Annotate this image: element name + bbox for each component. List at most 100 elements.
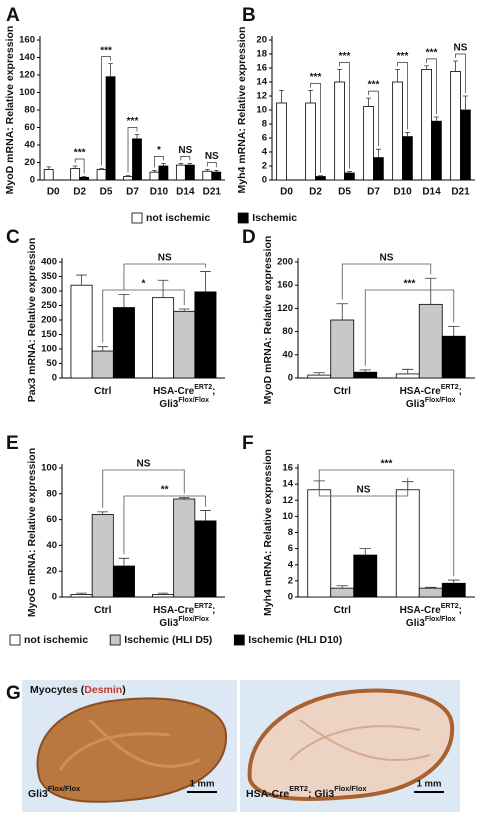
y-tick-label: 80 <box>24 105 35 116</box>
significance-bracket <box>127 127 138 173</box>
x-tick-label: Ctrl <box>94 386 111 397</box>
error-bar <box>97 346 109 352</box>
bar <box>450 71 461 181</box>
text-segment: HSA-Cre <box>153 386 195 397</box>
bar <box>418 587 443 598</box>
y-tick-label: 4 <box>288 559 294 570</box>
error-bar <box>46 166 51 170</box>
text-segment: ) <box>122 684 126 696</box>
text-segment: Flox/Flox <box>334 784 367 793</box>
comparison-label: NS <box>380 253 394 264</box>
text-segment: ; <box>212 605 215 616</box>
y-tick-label: 20 <box>46 566 57 577</box>
text-segment: Flox/Flox <box>425 616 456 623</box>
error-bar <box>404 132 410 137</box>
bar <box>79 176 90 181</box>
significance-bracket <box>397 62 408 130</box>
x-tick-label: D2 <box>309 187 322 198</box>
scale-label: 1 mm <box>417 779 442 790</box>
y-tick-label: 80 <box>46 488 57 499</box>
comparison-bracket <box>102 469 185 508</box>
error-bar <box>375 148 381 158</box>
text-segment: Flox/Flox <box>425 397 456 404</box>
legend-label: Ischemic (HLI D5) <box>124 634 212 646</box>
error-bar <box>157 592 169 595</box>
bar <box>353 554 378 598</box>
error-bar <box>424 65 430 70</box>
text-segment: Ctrl <box>94 386 111 397</box>
significance-label: NS <box>205 151 219 162</box>
error-bar <box>134 134 140 139</box>
y-tick-label: 20 <box>24 157 35 168</box>
bar <box>149 171 160 181</box>
error-bar <box>97 511 109 515</box>
x-tick-label: D5 <box>100 187 113 198</box>
error-bar <box>433 116 439 122</box>
bar <box>70 594 93 598</box>
bar <box>194 520 217 598</box>
significance-bracket <box>206 162 217 168</box>
y-tick-label: 160 <box>277 280 293 291</box>
error-bar <box>448 325 460 337</box>
bar <box>152 594 175 598</box>
y-tick-label: 200 <box>41 315 57 326</box>
bar <box>344 172 355 181</box>
y-tick-label: 10 <box>282 511 293 522</box>
y-axis-label: Myh4 mRNA: Relative expression <box>236 27 248 194</box>
significance-label: * <box>157 145 161 156</box>
bar <box>123 176 133 181</box>
error-bar <box>448 579 460 584</box>
text-segment: ERT2 <box>441 603 459 610</box>
legend-label: Ischemic <box>252 212 297 224</box>
y-tick-label: 0 <box>288 592 293 603</box>
y-tick-label: 50 <box>46 358 57 369</box>
y-tick-label: 60 <box>24 122 35 133</box>
error-bar <box>125 175 131 177</box>
significance-bracket <box>154 156 164 168</box>
legend-swatch <box>9 634 21 646</box>
text-segment: Flox/Flox <box>178 616 209 623</box>
x-tick-label: D2 <box>73 187 86 198</box>
significance-bracket <box>310 83 321 173</box>
text-segment: ; <box>459 386 462 397</box>
bar <box>460 109 471 181</box>
error-bar <box>205 169 210 172</box>
error-bar <box>395 69 401 82</box>
text-segment: ; <box>459 605 462 616</box>
bar <box>330 319 355 379</box>
tissue-texture <box>58 718 201 771</box>
x-tick-label: D10 <box>393 187 412 198</box>
text-segment: ; <box>212 386 215 397</box>
x-tick-label: Ctrl <box>334 386 351 397</box>
bar <box>305 102 316 181</box>
y-tick-label: 40 <box>46 540 57 551</box>
error-bar <box>187 162 193 166</box>
bar <box>373 157 384 181</box>
text-segment: Gli3 <box>406 618 425 629</box>
y-tick-label: 350 <box>41 271 57 282</box>
x-tick-label: D5 <box>338 187 351 198</box>
y-tick-label: 4 <box>262 147 268 158</box>
panel-g-images: 1 mm 1 mm G <box>6 680 460 812</box>
legend-swatch <box>233 634 245 646</box>
text-segment: Gli3 <box>159 399 178 410</box>
y-axis-label: MyoG mRNA: Relative expression <box>26 448 38 617</box>
significance-label: *** <box>397 51 409 62</box>
y-tick-label: 16 <box>282 463 293 474</box>
x-tick-label: Ctrl <box>334 605 351 616</box>
x-tick-label: HSA-CreERT2; <box>400 384 462 396</box>
error-bar <box>81 176 87 178</box>
bar <box>392 81 403 181</box>
significance-bracket <box>368 90 379 147</box>
x-tick-label: D7 <box>126 187 139 198</box>
significance-label: *** <box>368 80 380 91</box>
error-bar <box>178 497 190 499</box>
x-tick-label: D0 <box>47 187 60 198</box>
y-tick-label: 0 <box>262 175 267 186</box>
comparison-label: *** <box>381 459 393 470</box>
bar <box>418 303 443 379</box>
x-tick-label: HSA-CreERT2; <box>400 603 462 615</box>
error-bar <box>336 585 349 589</box>
text-segment: ERT2 <box>441 384 459 391</box>
text-segment: HSA-Cre <box>400 386 442 397</box>
